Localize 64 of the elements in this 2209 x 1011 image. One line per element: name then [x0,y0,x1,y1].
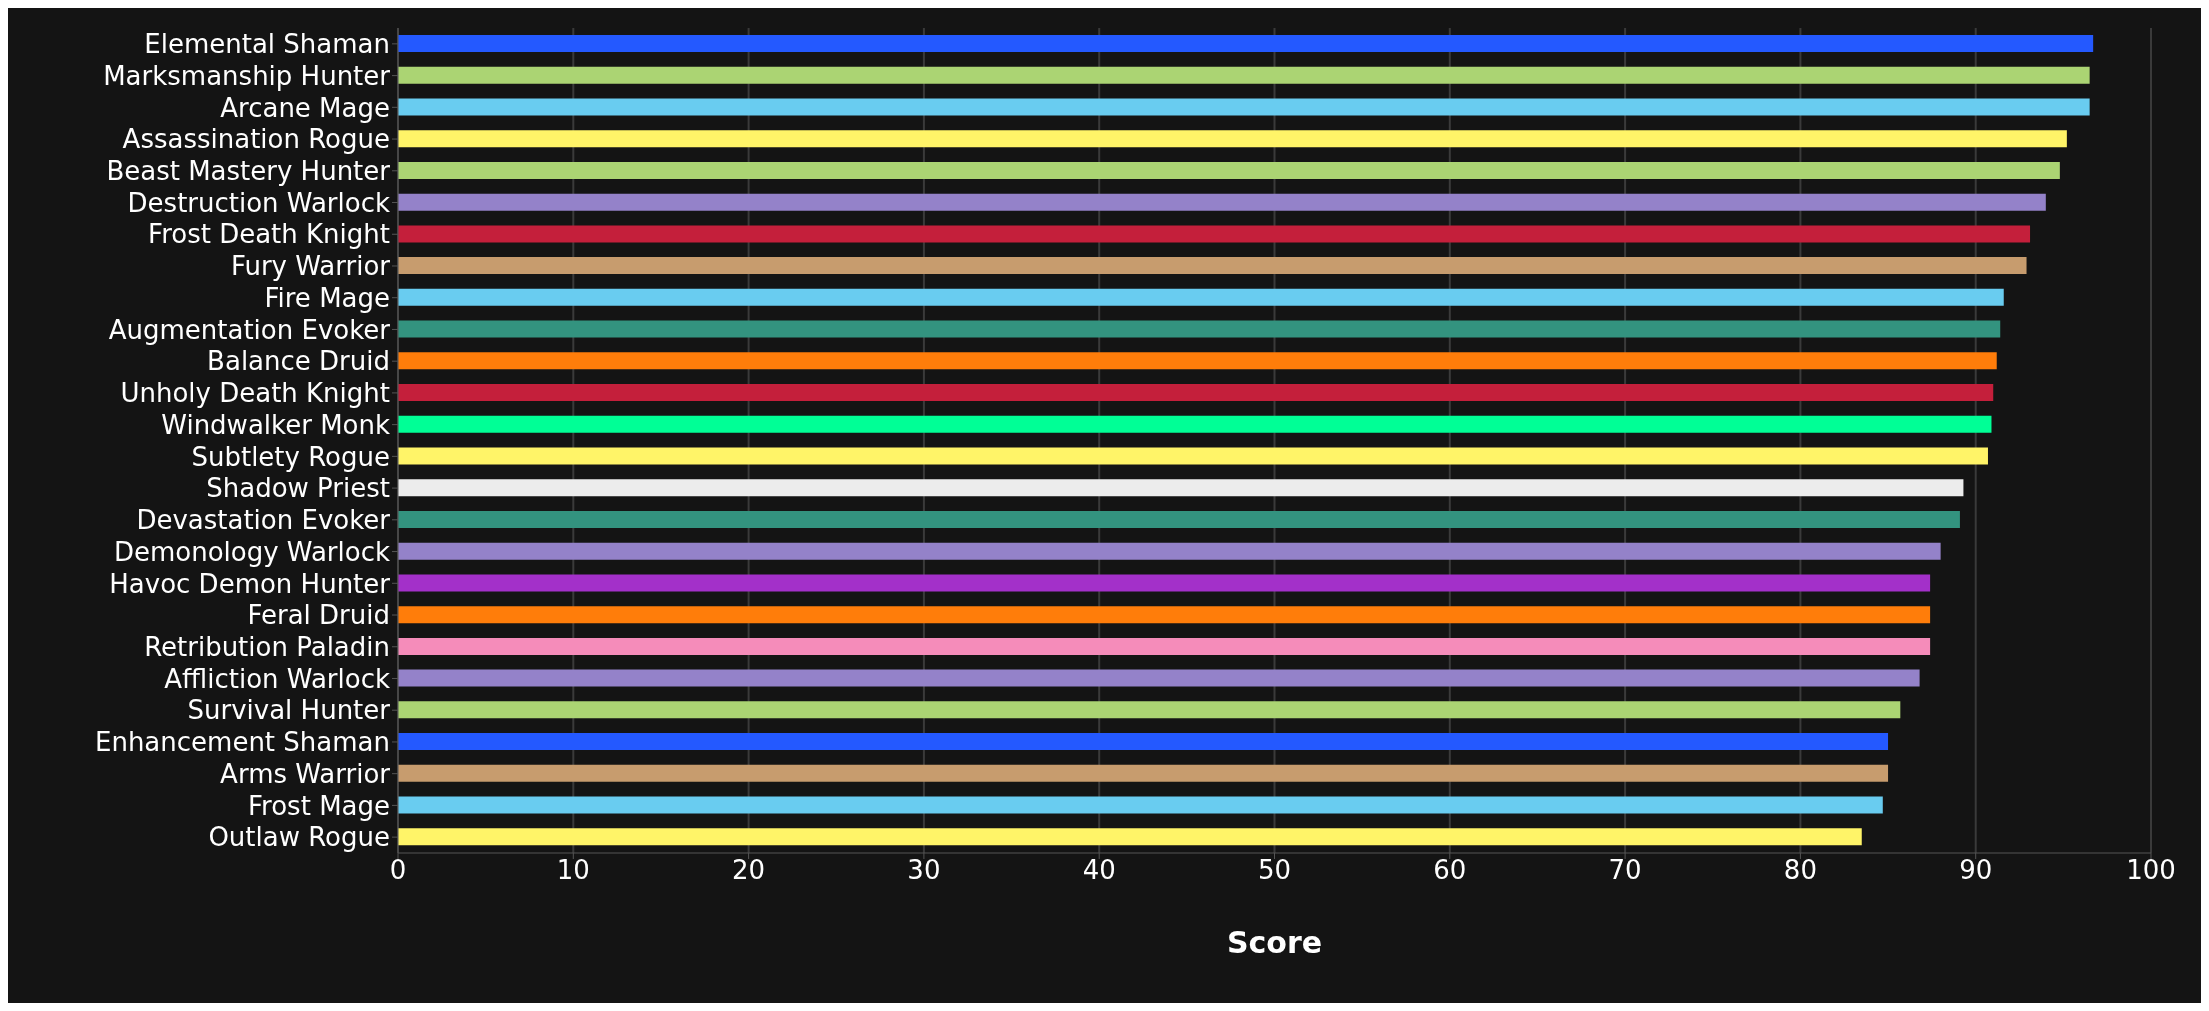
y-tick-label: Demonology Warlock [113,536,390,567]
bar [398,415,1992,433]
y-tick-label: Frost Death Knight [148,219,390,250]
bar [398,733,1889,751]
y-tick-label: Fire Mage [264,282,390,313]
y-tick-label: Devastation Evoker [136,505,391,536]
x-tick-label: 80 [1783,855,1817,886]
x-tick-label: 60 [1433,855,1467,886]
bar [398,161,2060,179]
y-tick-label: Feral Druid [247,600,390,631]
y-tick-label: Enhancement Shaman [94,727,390,758]
y-tick-label: Frost Mage [248,790,390,821]
y-tick-label: Subtlety Rogue [191,441,390,472]
y-tick-label: Elemental Shaman [144,29,390,60]
y-tick-label: Survival Hunter [187,695,391,726]
bar [398,479,1964,497]
bar [398,637,1931,655]
y-tick-label: Havoc Demon Hunter [109,568,391,599]
y-tick-label: Augmentation Evoker [108,314,391,345]
bar [398,764,1889,782]
x-tick-label: 90 [1959,855,1993,886]
bar [398,384,1994,402]
x-tick-label: 20 [732,855,766,886]
bar [398,288,2004,306]
y-tick-label: Affliction Warlock [164,663,390,694]
bar [398,98,2090,116]
x-tick-label: 50 [1257,855,1292,886]
y-tick-label: Balance Druid [207,346,390,377]
x-tick-label: 40 [1082,855,1116,886]
x-tick-label: 10 [556,855,590,886]
bar [398,257,2027,275]
bar [398,796,1883,814]
x-tick-label: 100 [2126,855,2176,886]
bar [398,193,2046,211]
y-tick-label: Fury Warrior [230,251,391,282]
bar [398,701,1901,719]
y-tick-label: Unholy Death Knight [120,378,390,409]
y-tick-label: Marksmanship Hunter [103,60,391,91]
y-tick-label: Assassination Rogue [122,124,390,155]
bar [398,447,1988,465]
bar [398,35,2094,52]
bar [398,66,2090,84]
y-tick-label: Windwalker Monk [161,409,390,440]
bar [398,828,1862,846]
x-tick-label: 0 [389,855,407,886]
bar [398,352,1997,370]
y-tick-label: Arcane Mage [220,92,390,123]
bar [398,669,1920,687]
x-tick-label: 30 [907,855,941,886]
y-tick-label: Retribution Paladin [144,631,390,662]
x-axis-title: Score [1226,925,1323,960]
bar [398,510,1960,528]
y-tick-label: Destruction Warlock [127,187,390,218]
bar [398,320,2001,338]
bar [398,225,2031,243]
y-tick-label: Shadow Priest [206,473,390,504]
y-tick-label: Beast Mastery Hunter [106,156,391,187]
bar [398,606,1931,624]
y-tick-label: Outlaw Rogue [208,822,390,853]
bar [398,574,1931,592]
bar [398,130,2067,148]
x-tick-label: 70 [1608,855,1642,886]
bar [398,542,1941,560]
y-tick-label: Arms Warrior [220,758,391,789]
